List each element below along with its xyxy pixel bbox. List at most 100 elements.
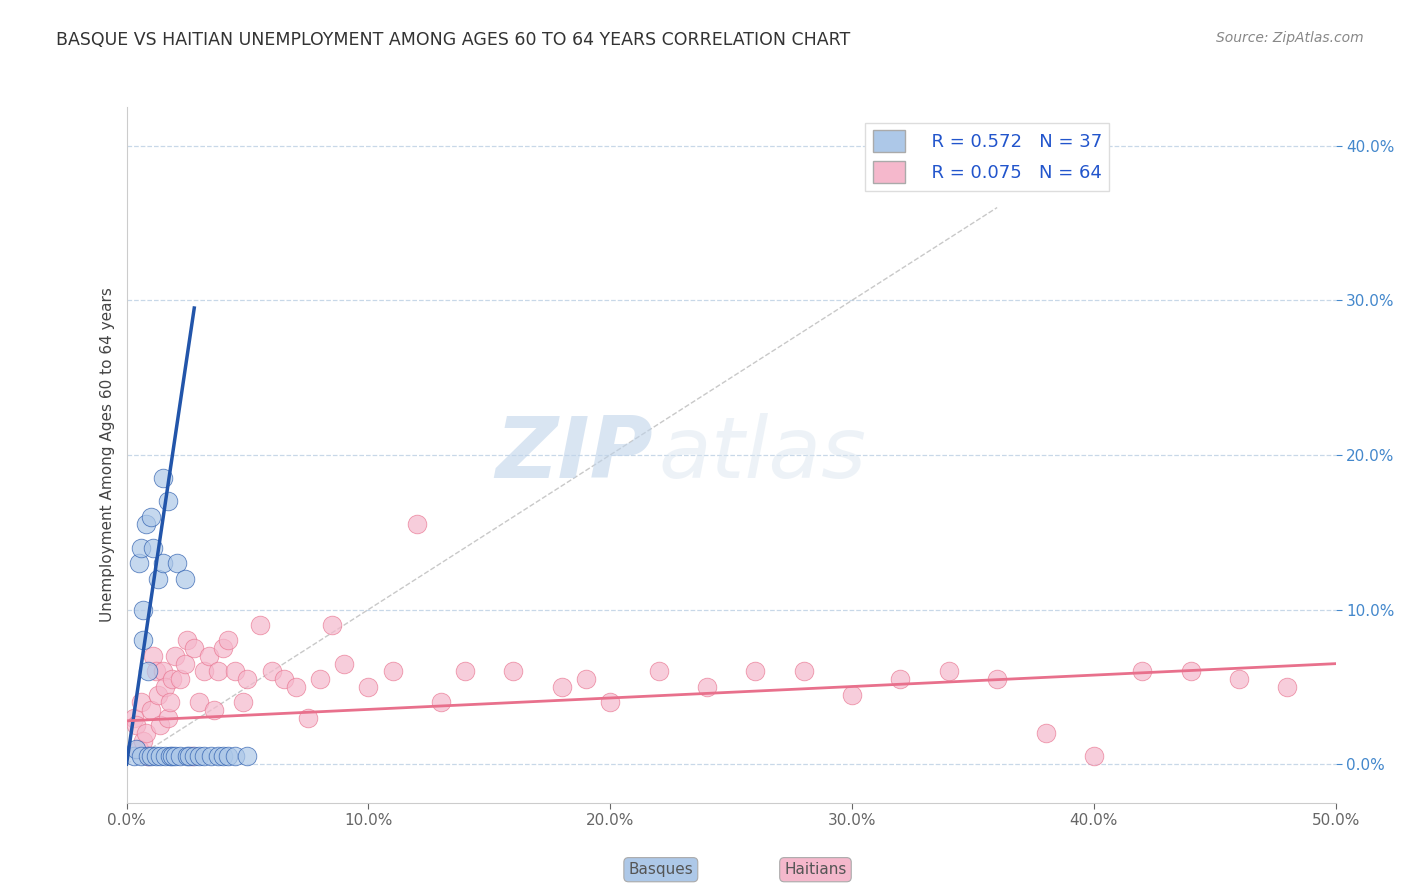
Point [125, 741, 148, 756]
Point [152, 471, 174, 485]
Legend:   R = 0.572   N = 37,   R = 0.075   N = 64: R = 0.572 N = 37, R = 0.075 N = 64 [865, 123, 1109, 191]
Point [159, 749, 181, 764]
Point [236, 672, 259, 686]
Point [183, 641, 205, 656]
Point [1130, 665, 1153, 679]
Point [430, 695, 453, 709]
Point [149, 718, 172, 732]
Point [1035, 726, 1057, 740]
Point [128, 556, 150, 570]
Point [166, 556, 188, 570]
Point [793, 665, 815, 679]
Point [1227, 672, 1250, 686]
Point [599, 695, 621, 709]
Point [188, 695, 211, 709]
Point [273, 672, 295, 686]
Point [122, 749, 145, 764]
Point [744, 665, 766, 679]
Point [200, 749, 222, 764]
Point [155, 680, 177, 694]
Point [122, 711, 145, 725]
Text: atlas: atlas [658, 413, 866, 497]
Point [136, 749, 159, 764]
Point [163, 648, 186, 663]
Point [193, 749, 215, 764]
Point [129, 541, 152, 555]
Point [139, 749, 162, 764]
Text: Source: ZipAtlas.com: Source: ZipAtlas.com [1216, 31, 1364, 45]
Point [207, 665, 229, 679]
Point [146, 688, 169, 702]
Point [454, 665, 477, 679]
Point [176, 749, 198, 764]
Point [647, 665, 669, 679]
Point [155, 749, 177, 764]
Point [986, 672, 1008, 686]
Point [135, 726, 157, 740]
Point [502, 665, 524, 679]
Point [193, 665, 215, 679]
Point [132, 633, 155, 648]
Point [841, 688, 863, 702]
Point [139, 509, 162, 524]
Point [142, 648, 165, 663]
Point [249, 618, 271, 632]
Point [188, 749, 211, 764]
Point [162, 749, 184, 764]
Point [696, 680, 718, 694]
Point [145, 749, 167, 764]
Point [169, 749, 191, 764]
Point [149, 749, 172, 764]
Point [125, 718, 148, 732]
Point [297, 711, 319, 725]
Point [173, 572, 195, 586]
Point [173, 657, 195, 671]
Point [357, 680, 380, 694]
Point [236, 749, 259, 764]
Point [260, 665, 283, 679]
Point [129, 749, 152, 764]
Point [284, 680, 307, 694]
Text: Basques: Basques [628, 863, 693, 877]
Point [132, 734, 155, 748]
Point [169, 672, 191, 686]
Text: Haitians: Haitians [785, 863, 846, 877]
Point [136, 749, 159, 764]
Point [212, 749, 235, 764]
Point [1180, 665, 1202, 679]
Point [217, 633, 239, 648]
Point [139, 703, 162, 717]
Point [321, 618, 343, 632]
Point [575, 672, 598, 686]
Point [212, 641, 235, 656]
Point [142, 541, 165, 555]
Y-axis label: Unemployment Among Ages 60 to 64 years: Unemployment Among Ages 60 to 64 years [100, 287, 115, 623]
Point [176, 633, 198, 648]
Point [333, 657, 356, 671]
Point [217, 749, 239, 764]
Point [224, 665, 246, 679]
Point [129, 695, 152, 709]
Text: ZIP: ZIP [495, 413, 652, 497]
Point [232, 695, 254, 709]
Point [136, 665, 159, 679]
Point [1083, 749, 1105, 764]
Text: BASQUE VS HAITIAN UNEMPLOYMENT AMONG AGES 60 TO 64 YEARS CORRELATION CHART: BASQUE VS HAITIAN UNEMPLOYMENT AMONG AGE… [56, 31, 851, 49]
Point [207, 749, 229, 764]
Point [551, 680, 574, 694]
Point [889, 672, 911, 686]
Point [405, 517, 427, 532]
Point [156, 494, 179, 508]
Point [183, 749, 205, 764]
Point [156, 711, 179, 725]
Point [1277, 680, 1299, 694]
Point [163, 749, 186, 764]
Point [180, 749, 202, 764]
Point [162, 672, 184, 686]
Point [381, 665, 404, 679]
Point [128, 741, 150, 756]
Point [197, 648, 219, 663]
Point [146, 572, 169, 586]
Point [145, 665, 167, 679]
Point [159, 695, 181, 709]
